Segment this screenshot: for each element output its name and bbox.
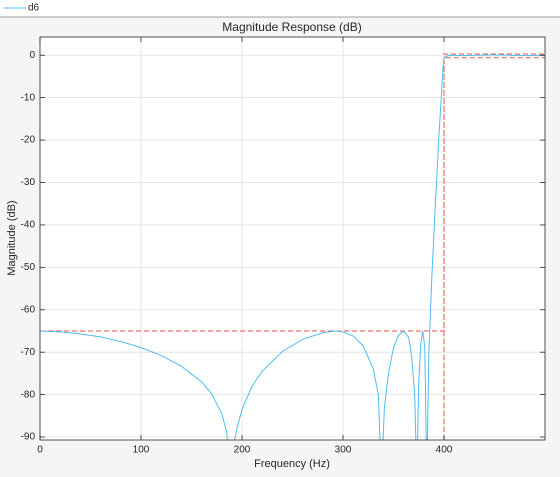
grid: [39, 37, 545, 440]
y-tick-label: -50: [21, 262, 36, 273]
x-tick-label: 300: [335, 445, 352, 456]
y-tick-label: -70: [21, 347, 36, 358]
legend-bar: [0, 0, 560, 17]
y-tick-label: -20: [21, 135, 36, 146]
x-tick-label: 0: [37, 445, 43, 456]
plot: [40, 53, 545, 440]
x-tick-label: 400: [436, 445, 453, 456]
plot-area: [40, 37, 545, 440]
y-tick-label: -40: [21, 220, 36, 231]
x-tick-label: 100: [133, 445, 150, 456]
y-tick-label: -30: [21, 177, 36, 188]
x-axis-label: Frequency (Hz): [254, 458, 330, 470]
y-tick-label: -10: [21, 92, 36, 103]
mask-line: [443, 57, 545, 440]
mask-line: [40, 53, 545, 332]
response-line: [40, 54, 545, 440]
ticks: 0-10-20-30-40-50-60-70-80-900 100 200 300 40…: [21, 37, 545, 456]
x-tick-label: 200: [234, 445, 251, 456]
y-tick-label: -80: [21, 389, 36, 400]
y-tick-label: -60: [21, 304, 36, 315]
axes-box: [39, 36, 546, 441]
y-axis-label: Magnitude (dB): [6, 200, 18, 275]
y-tick-label: 0: [29, 50, 35, 61]
chart-title: Magnitude Response (dB): [222, 20, 361, 34]
y-tick-label: -90: [21, 432, 36, 443]
legend-label: d6: [28, 3, 40, 14]
